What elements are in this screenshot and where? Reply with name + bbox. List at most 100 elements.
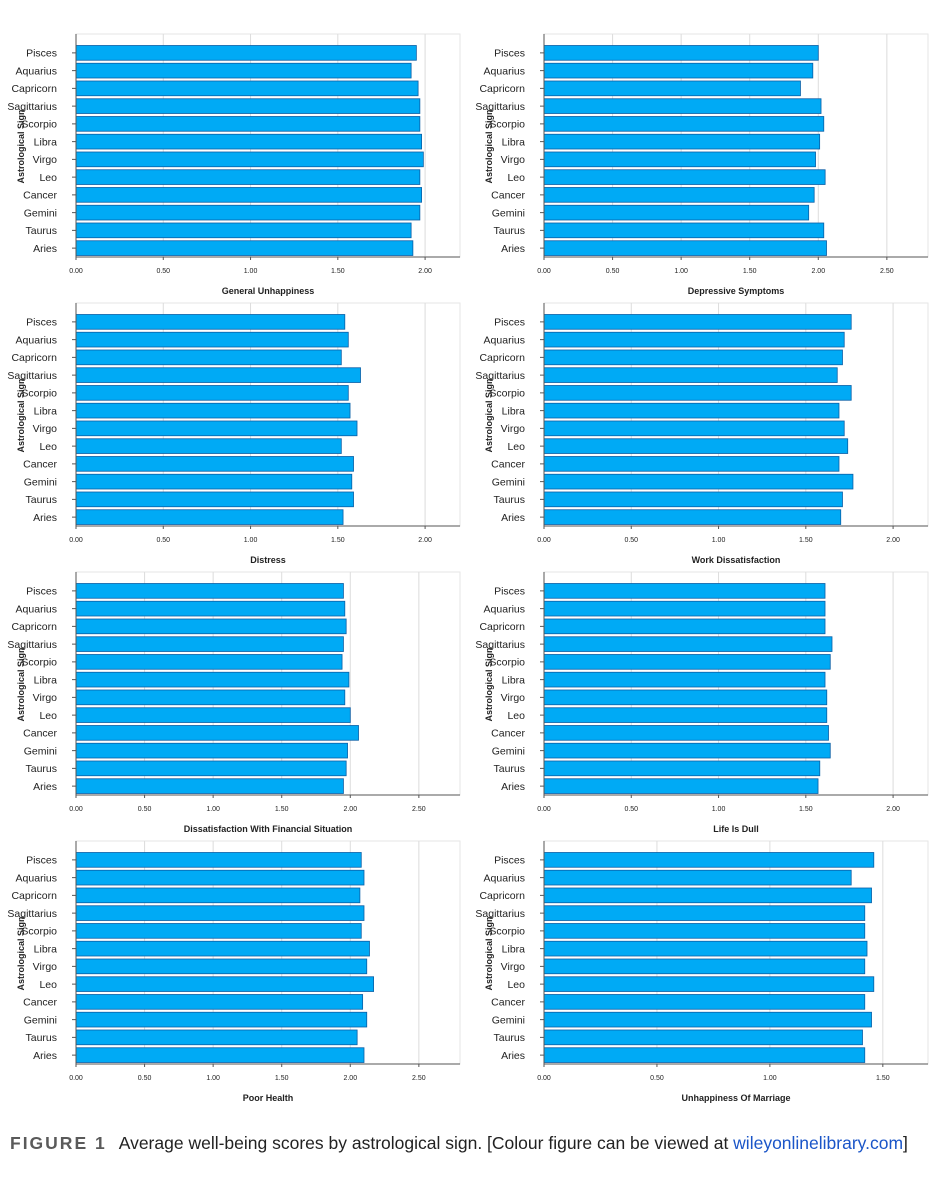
category-label: Sagittarius [7,639,57,651]
category-label: Sagittarius [475,101,525,113]
x-tick-label: 1.00 [712,537,726,544]
chart-panel-3: Pisces Aquarius Capricorn Sagittarius Scorpi… [7,302,461,565]
x-tick-label: 2.00 [811,268,825,275]
category-label: Scorpio [489,388,525,400]
category-label: Virgo [501,423,525,435]
chart-panel-6: Pisces Aquarius Capricorn Sagittarius Scorpi… [475,571,929,834]
y-axis-title: Astrological Sign [16,647,26,721]
bar-leo [543,438,849,454]
bar-gemini [543,204,810,221]
category-label: Capricorn [11,83,57,95]
bar-libra [543,133,821,150]
bar-gemini [543,473,854,490]
bar-leo [75,707,351,723]
x-axis-title: Unhappiness Of Marriage [681,1093,790,1103]
bar-gemini [543,1011,872,1028]
category-label: Cancer [491,459,525,471]
bar-pisces [75,314,346,330]
category-label: Aquarius [484,872,525,884]
category-label: Taurus [493,494,525,506]
bar-sagittarius [75,905,365,921]
category-label: Cancer [23,728,57,740]
x-tick-label: 1.00 [763,1075,777,1082]
bar-taurus [543,1029,863,1046]
x-tick-label: 0.00 [69,268,83,275]
x-axis-title: Dissatisfaction With Financial Situation [184,824,352,834]
category-label: Cancer [491,190,525,202]
bar-gemini [75,473,353,490]
x-tick-label: 2.00 [418,268,432,275]
bar-gemini [543,742,831,759]
x-tick-label: 0.50 [624,537,638,544]
category-label: Sagittarius [475,370,525,382]
x-tick-label: 0.00 [69,1075,83,1082]
bar-capricorn [75,80,419,97]
y-axis-title: Astrological Sign [16,378,26,452]
bar-sagittarius [543,905,866,921]
bar-cancer [75,456,354,472]
y-axis-title: Astrological Sign [16,109,26,183]
bar-libra [543,671,826,688]
bar-aries [75,1047,365,1063]
bar-aries [75,509,344,525]
y-axis-title: Astrological Sign [484,647,494,721]
x-tick-label: 1.00 [712,806,726,813]
category-label: Libra [502,136,526,148]
category-label: Taurus [25,225,57,237]
y-axis-title: Astrological Sign [484,378,494,452]
x-axis-title: Depressive Symptoms [688,286,785,296]
bar-libra [75,402,351,419]
bar-aquarius [543,600,826,617]
x-tick-label: 0.50 [650,1075,664,1082]
bar-taurus [543,760,821,777]
x-tick-label: 1.50 [799,806,813,813]
category-label: Leo [39,979,57,991]
category-label: Virgo [501,961,525,973]
bar-aquarius [75,869,365,886]
category-label: Cancer [23,459,57,471]
category-label: Aries [501,1050,525,1062]
category-label: Cancer [491,728,525,740]
category-label: Leo [507,441,525,453]
x-tick-label: 2.00 [343,1075,357,1082]
category-label: Gemini [24,745,57,757]
category-label: Aries [501,512,525,524]
bar-pisces [543,583,826,599]
bar-leo [543,169,826,185]
x-axis-title: Poor Health [243,1093,294,1103]
category-label: Leo [507,710,525,722]
x-tick-label: 0.00 [537,537,551,544]
category-label: Aquarius [484,334,525,346]
caption-link[interactable]: wileyonlinelibrary.com [733,1133,904,1153]
category-label: Gemini [492,476,525,488]
bar-virgo [75,689,346,706]
bar-pisces [75,583,344,599]
bar-cancer [543,187,815,203]
category-label: Leo [507,979,525,991]
category-label: Capricorn [11,621,57,633]
category-label: Aquarius [16,65,57,77]
x-tick-label: 0.00 [537,806,551,813]
x-tick-label: 0.50 [138,806,152,813]
bar-capricorn [75,618,347,635]
bar-scorpio [75,923,362,939]
x-tick-label: 0.00 [69,537,83,544]
category-label: Virgo [33,423,57,435]
bar-aquarius [75,331,349,348]
category-label: Aquarius [484,65,525,77]
bar-virgo [543,689,828,706]
category-label: Pisces [26,855,57,867]
x-tick-label: 0.00 [537,268,551,275]
x-tick-label: 1.50 [743,268,757,275]
bar-aquarius [75,600,346,617]
category-label: Aquarius [484,603,525,615]
y-axis-title: Astrological Sign [16,916,26,990]
bar-gemini [75,742,348,759]
category-label: Aries [33,243,57,255]
category-label: Gemini [492,745,525,757]
chart-panel-7: Pisces Aquarius Capricorn Sagittarius Scorpi… [7,840,461,1103]
bar-scorpio [75,385,349,401]
bar-taurus [75,1029,358,1046]
bar-taurus [543,222,825,239]
bar-pisces [75,45,417,61]
